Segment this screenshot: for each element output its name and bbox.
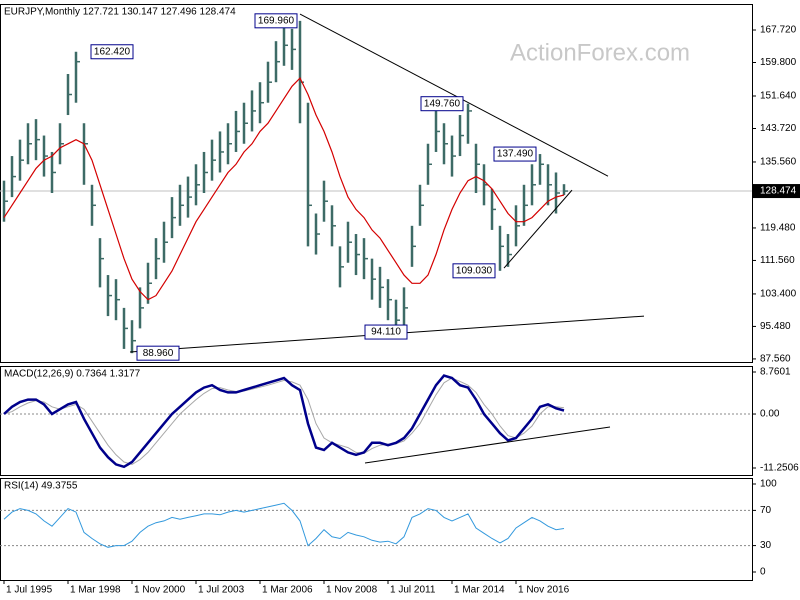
x-tick-label: 1 Jul 2003: [198, 585, 245, 596]
x-tick-label: 1 Mar 2006: [262, 585, 313, 596]
price-label-box: [364, 324, 408, 340]
y-tick-label: 111.560: [760, 255, 795, 266]
panel-title: EURJPY,Monthly 127.721 130.147 127.496 1…: [4, 7, 236, 18]
price-label-box: [136, 345, 180, 361]
y-tick-label: 100: [760, 479, 777, 490]
x-tick-label: 1 Jul 2011: [390, 585, 436, 596]
price-label-box: [90, 44, 134, 60]
panel-frame: [0, 4, 753, 363]
y-tick-label: -11.2506: [760, 463, 799, 474]
price-label: 109.030: [456, 265, 493, 276]
price-label-box: [452, 263, 496, 279]
x-tick-label: 1 Mar 2014: [454, 585, 505, 596]
trendline: [364, 426, 611, 464]
panel-frame: [0, 366, 753, 476]
trendline: [299, 13, 609, 177]
y-tick-label: 0.00: [760, 409, 780, 420]
y-tick-label: 30: [760, 540, 772, 551]
last-price-box: [753, 184, 800, 199]
moving-average: [3, 77, 565, 301]
y-tick-label: 159.800: [760, 57, 797, 68]
y-tick-label: 103.400: [760, 289, 797, 300]
panel-title: MACD(12,26,9) 0.7364 1.3177: [4, 369, 141, 380]
y-tick-label: 70: [760, 505, 772, 516]
price-label: 137.490: [497, 149, 534, 160]
x-tick-label: 1 Nov 2000: [134, 585, 186, 596]
x-tick-label: 1 Jul 1995: [6, 585, 53, 596]
x-tick-label: 1 Mar 1998: [70, 585, 121, 596]
price-label: 162.420: [94, 46, 131, 57]
price-label: 149.760: [424, 98, 461, 109]
y-tick-label: 167.720: [760, 25, 797, 36]
price-label: 88.960: [143, 348, 174, 359]
y-tick-label: 8.7601: [760, 367, 791, 378]
trendline: [503, 189, 573, 269]
y-tick-label: 135.560: [760, 157, 797, 168]
signal-line: [3, 377, 565, 465]
price-label: 94.110: [371, 327, 401, 338]
panel-frame: [0, 478, 753, 581]
price-label-box: [420, 96, 464, 112]
price-label-box: [254, 13, 298, 29]
y-tick-label: 143.720: [760, 123, 797, 134]
price-label-box: [493, 146, 537, 162]
y-tick-label: 87.560: [760, 354, 791, 365]
y-tick-label: 95.480: [760, 321, 791, 332]
x-tick-label: 1 Nov 2008: [326, 585, 378, 596]
price-label: 169.960: [258, 15, 295, 26]
macd-line: [3, 374, 565, 469]
y-tick-label: 151.640: [760, 91, 797, 102]
rsi-line: [3, 502, 565, 548]
x-tick-label: 1 Nov 2016: [518, 585, 570, 596]
panel-title: RSI(14) 49.3755: [4, 481, 78, 492]
watermark: ActionForex.com: [510, 39, 690, 66]
y-tick-label: 119.480: [760, 223, 796, 234]
y-tick-label: 0: [760, 567, 766, 578]
last-price-label: 128.474: [760, 186, 797, 197]
